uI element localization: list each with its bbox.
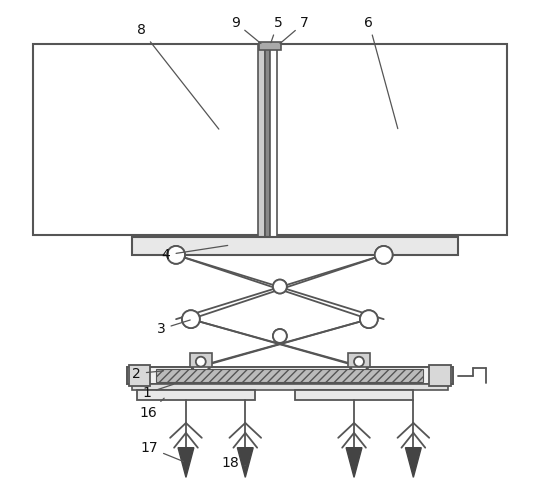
- Bar: [127, 367, 453, 384]
- Bar: [190, 353, 212, 367]
- Circle shape: [350, 360, 368, 378]
- Text: 7: 7: [280, 16, 309, 44]
- Bar: [259, 42, 281, 50]
- Text: 16: 16: [140, 398, 164, 420]
- Bar: [136, 390, 255, 400]
- Text: 6: 6: [364, 16, 398, 129]
- Bar: [348, 353, 370, 367]
- Bar: [132, 384, 448, 390]
- Circle shape: [273, 329, 287, 343]
- Bar: [275, 44, 507, 235]
- Circle shape: [360, 310, 378, 328]
- Polygon shape: [178, 448, 194, 477]
- Circle shape: [167, 246, 185, 264]
- Bar: [258, 44, 265, 248]
- Circle shape: [351, 359, 367, 375]
- Circle shape: [193, 359, 209, 375]
- Polygon shape: [346, 448, 362, 477]
- Bar: [270, 44, 277, 248]
- Bar: [429, 365, 451, 386]
- Text: 1: 1: [142, 384, 174, 400]
- Circle shape: [182, 310, 200, 328]
- Circle shape: [360, 310, 378, 328]
- Polygon shape: [405, 448, 421, 477]
- Text: 4: 4: [162, 246, 227, 262]
- Circle shape: [375, 246, 392, 264]
- Circle shape: [273, 279, 287, 294]
- Text: 8: 8: [137, 24, 219, 129]
- Circle shape: [182, 310, 200, 328]
- Circle shape: [354, 357, 364, 367]
- Text: 18: 18: [222, 456, 245, 469]
- Text: 17: 17: [141, 441, 183, 462]
- Circle shape: [196, 357, 206, 367]
- Circle shape: [192, 360, 210, 378]
- Text: 5: 5: [271, 16, 282, 43]
- Circle shape: [375, 246, 392, 264]
- Bar: [129, 365, 150, 386]
- Bar: [156, 369, 423, 382]
- Text: 9: 9: [231, 16, 261, 44]
- Bar: [265, 44, 270, 248]
- Circle shape: [167, 246, 185, 264]
- Bar: [132, 237, 458, 255]
- Bar: [33, 44, 265, 235]
- Bar: [295, 390, 413, 400]
- Text: 2: 2: [132, 367, 163, 381]
- Circle shape: [273, 279, 287, 294]
- Text: 3: 3: [157, 320, 190, 336]
- Polygon shape: [237, 448, 253, 477]
- Circle shape: [273, 329, 287, 343]
